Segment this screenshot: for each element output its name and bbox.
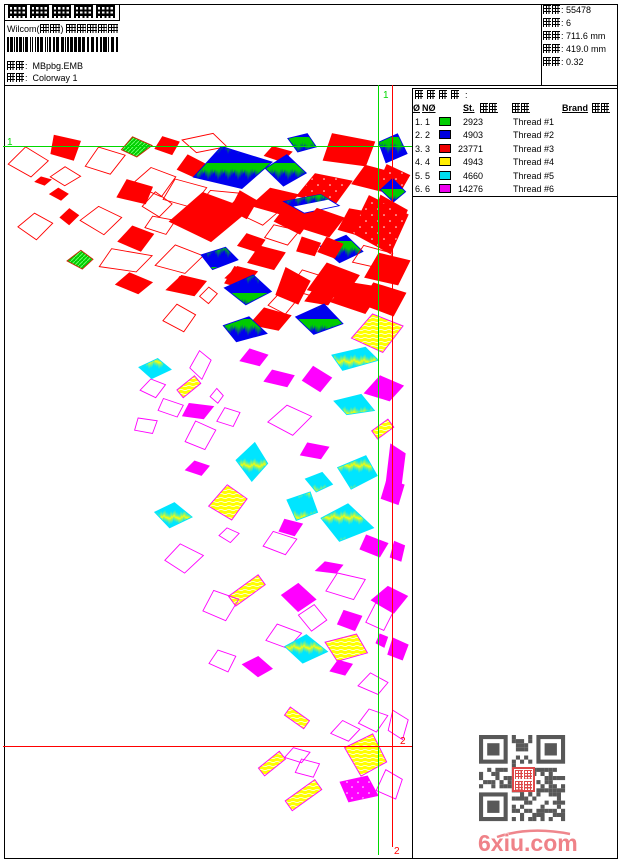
svg-text:1: 1 bbox=[383, 90, 389, 101]
svg-text:2: 2 bbox=[400, 736, 406, 747]
svg-text:1: 1 bbox=[7, 137, 13, 148]
svg-text:2: 2 bbox=[394, 846, 400, 855]
svg-text:6xiu.com: 6xiu.com bbox=[478, 830, 578, 856]
